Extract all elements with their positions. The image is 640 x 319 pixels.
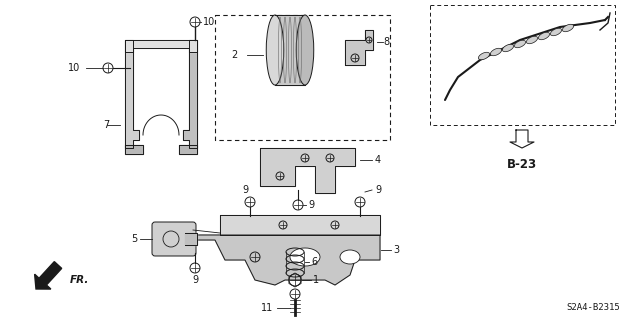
Ellipse shape (502, 44, 513, 52)
Text: 5: 5 (131, 234, 137, 244)
Text: 4: 4 (375, 155, 381, 165)
Polygon shape (185, 233, 197, 245)
Ellipse shape (296, 15, 314, 85)
Polygon shape (345, 30, 373, 65)
Bar (215, 15, 390, 140)
Text: 6: 6 (311, 257, 317, 267)
Polygon shape (260, 148, 355, 193)
Polygon shape (125, 40, 197, 52)
Text: 10: 10 (68, 63, 80, 73)
Text: FR.: FR. (70, 275, 90, 285)
Text: 7: 7 (103, 120, 109, 130)
Polygon shape (220, 215, 380, 235)
Polygon shape (510, 130, 534, 148)
Polygon shape (35, 262, 61, 289)
Ellipse shape (563, 24, 573, 32)
Ellipse shape (479, 52, 490, 60)
Text: 9: 9 (308, 200, 314, 210)
Ellipse shape (340, 250, 360, 264)
Polygon shape (179, 145, 197, 154)
Ellipse shape (538, 32, 550, 40)
Text: 11: 11 (260, 303, 273, 313)
Text: 9: 9 (375, 185, 381, 195)
Ellipse shape (550, 28, 561, 36)
Text: 3: 3 (393, 245, 399, 255)
Text: 1: 1 (313, 275, 319, 285)
Polygon shape (275, 15, 305, 85)
Polygon shape (125, 145, 143, 154)
Polygon shape (195, 235, 380, 285)
Text: S2A4-B2315: S2A4-B2315 (566, 303, 620, 313)
Ellipse shape (515, 40, 525, 48)
Bar (430, 5, 615, 125)
FancyBboxPatch shape (152, 222, 196, 256)
Text: B-23: B-23 (507, 158, 537, 171)
Polygon shape (125, 40, 139, 148)
Text: 9: 9 (242, 185, 248, 195)
Text: 8: 8 (383, 37, 389, 47)
Text: 9: 9 (192, 275, 198, 285)
Ellipse shape (266, 15, 284, 85)
Ellipse shape (290, 248, 320, 266)
Text: 10: 10 (203, 17, 215, 27)
Ellipse shape (490, 48, 502, 56)
Text: 2: 2 (231, 50, 237, 60)
Polygon shape (183, 40, 197, 148)
Ellipse shape (527, 36, 538, 44)
